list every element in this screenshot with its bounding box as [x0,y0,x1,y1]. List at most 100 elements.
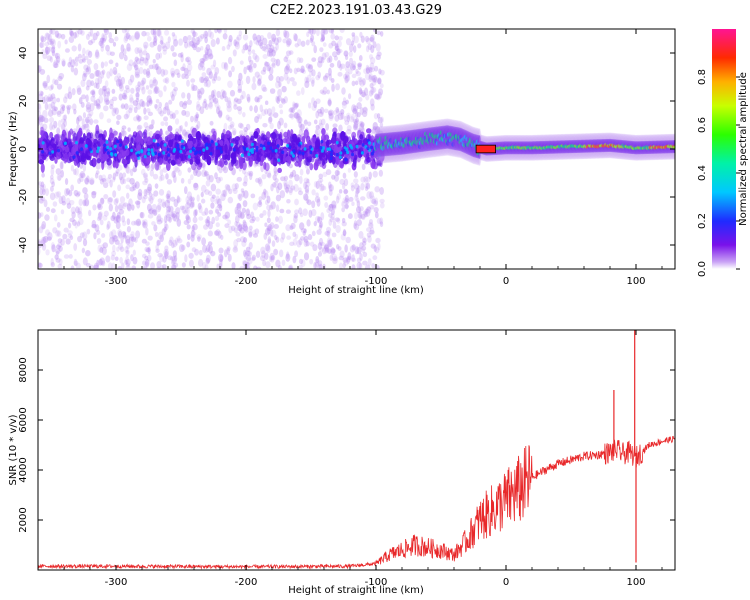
noise-speckle [236,34,242,41]
noise-speckle [40,36,47,43]
noise-speckle [156,205,162,213]
noise-speckle [96,259,100,268]
noise-speckle [294,174,300,182]
noise-band-peak [276,144,280,148]
noise-speckle [326,239,332,248]
noise-speckle [328,219,333,226]
noise-speckle [159,40,164,45]
noise-speckle [370,103,375,111]
noise-band-peak [195,150,199,155]
noise-speckle [98,174,103,181]
noise-speckle [297,38,302,47]
noise-speckle [336,48,341,56]
noise-speckle [169,113,174,119]
noise-speckle [128,78,133,86]
noise-speckle [204,263,209,269]
noise-speckle [325,169,332,176]
noise-speckle [65,238,71,245]
noise-speckle [222,214,228,220]
noise-speckle [250,211,255,219]
noise-speckle [199,87,205,95]
noise-speckle [271,33,277,42]
noise-speckle [273,58,278,66]
noise-speckle [353,178,359,184]
noise-speckle [267,223,273,232]
noise-speckle [95,49,100,58]
noise-speckle [316,215,321,222]
noise-band-blob [301,135,306,145]
noise-speckle [291,169,297,178]
noise-band-blob [121,152,125,160]
noise-speckle [277,88,283,97]
noise-speckle [362,107,368,112]
noise-speckle [135,86,140,94]
noise-speckle [244,42,249,51]
noise-speckle [187,69,192,77]
noise-speckle [48,85,53,91]
noise-speckle [244,209,251,216]
noise-band-peak [338,155,342,159]
noise-speckle [61,60,66,67]
noise-band-peak [198,150,202,155]
noise-speckle [264,243,271,252]
noise-speckle [321,36,326,42]
noise-speckle [40,91,44,96]
noise-speckle [162,78,168,84]
noise-speckle [200,33,205,40]
track-core [418,144,422,150]
noise-speckle [154,63,159,71]
noise-speckle [259,255,266,262]
noise-speckle [270,57,276,63]
noise-speckle [323,195,329,201]
noise-speckle [51,124,56,130]
noise-speckle [197,62,203,71]
noise-speckle [311,189,316,196]
noise-band-blob [357,139,363,146]
noise-speckle [279,208,285,214]
noise-speckle [56,222,61,228]
noise-speckle [50,38,56,45]
noise-speckle [41,236,47,244]
noise-speckle [153,35,158,43]
noise-band-blob [176,153,180,160]
noise-speckle [250,193,256,199]
noise-band-blob [95,130,100,139]
noise-speckle [114,75,119,83]
noise-speckle [369,229,375,235]
noise-band-blob [330,136,337,144]
noise-speckle [115,171,119,177]
noise-speckle [303,228,307,234]
noise-speckle [38,65,41,74]
noise-speckle [340,112,345,120]
noise-speckle [115,62,119,68]
noise-band-blob [72,132,78,142]
noise-speckle [342,230,347,236]
noise-speckle [262,122,268,128]
noise-speckle [269,122,274,130]
noise-speckle [246,64,253,71]
noise-speckle [199,57,205,64]
noise-speckle [234,206,239,215]
noise-speckle [318,122,324,131]
noise-speckle [251,254,257,261]
noise-speckle [204,76,209,82]
noise-speckle [39,68,46,75]
noise-speckle [334,45,340,52]
noise-band-blob [321,128,326,136]
noise-speckle [336,218,341,224]
noise-speckle [163,85,167,92]
noise-speckle [70,165,75,172]
noise-speckle [279,249,284,258]
noise-speckle [277,182,283,191]
noise-speckle [284,30,290,39]
noise-speckle [50,93,56,100]
noise-speckle [347,167,351,173]
noise-speckle [378,88,384,96]
noise-speckle [299,123,305,130]
noise-speckle [252,233,259,238]
noise-speckle [104,98,110,106]
noise-speckle [202,77,208,84]
noise-speckle [51,181,55,188]
noise-speckle [146,95,152,103]
noise-speckle [148,192,153,198]
